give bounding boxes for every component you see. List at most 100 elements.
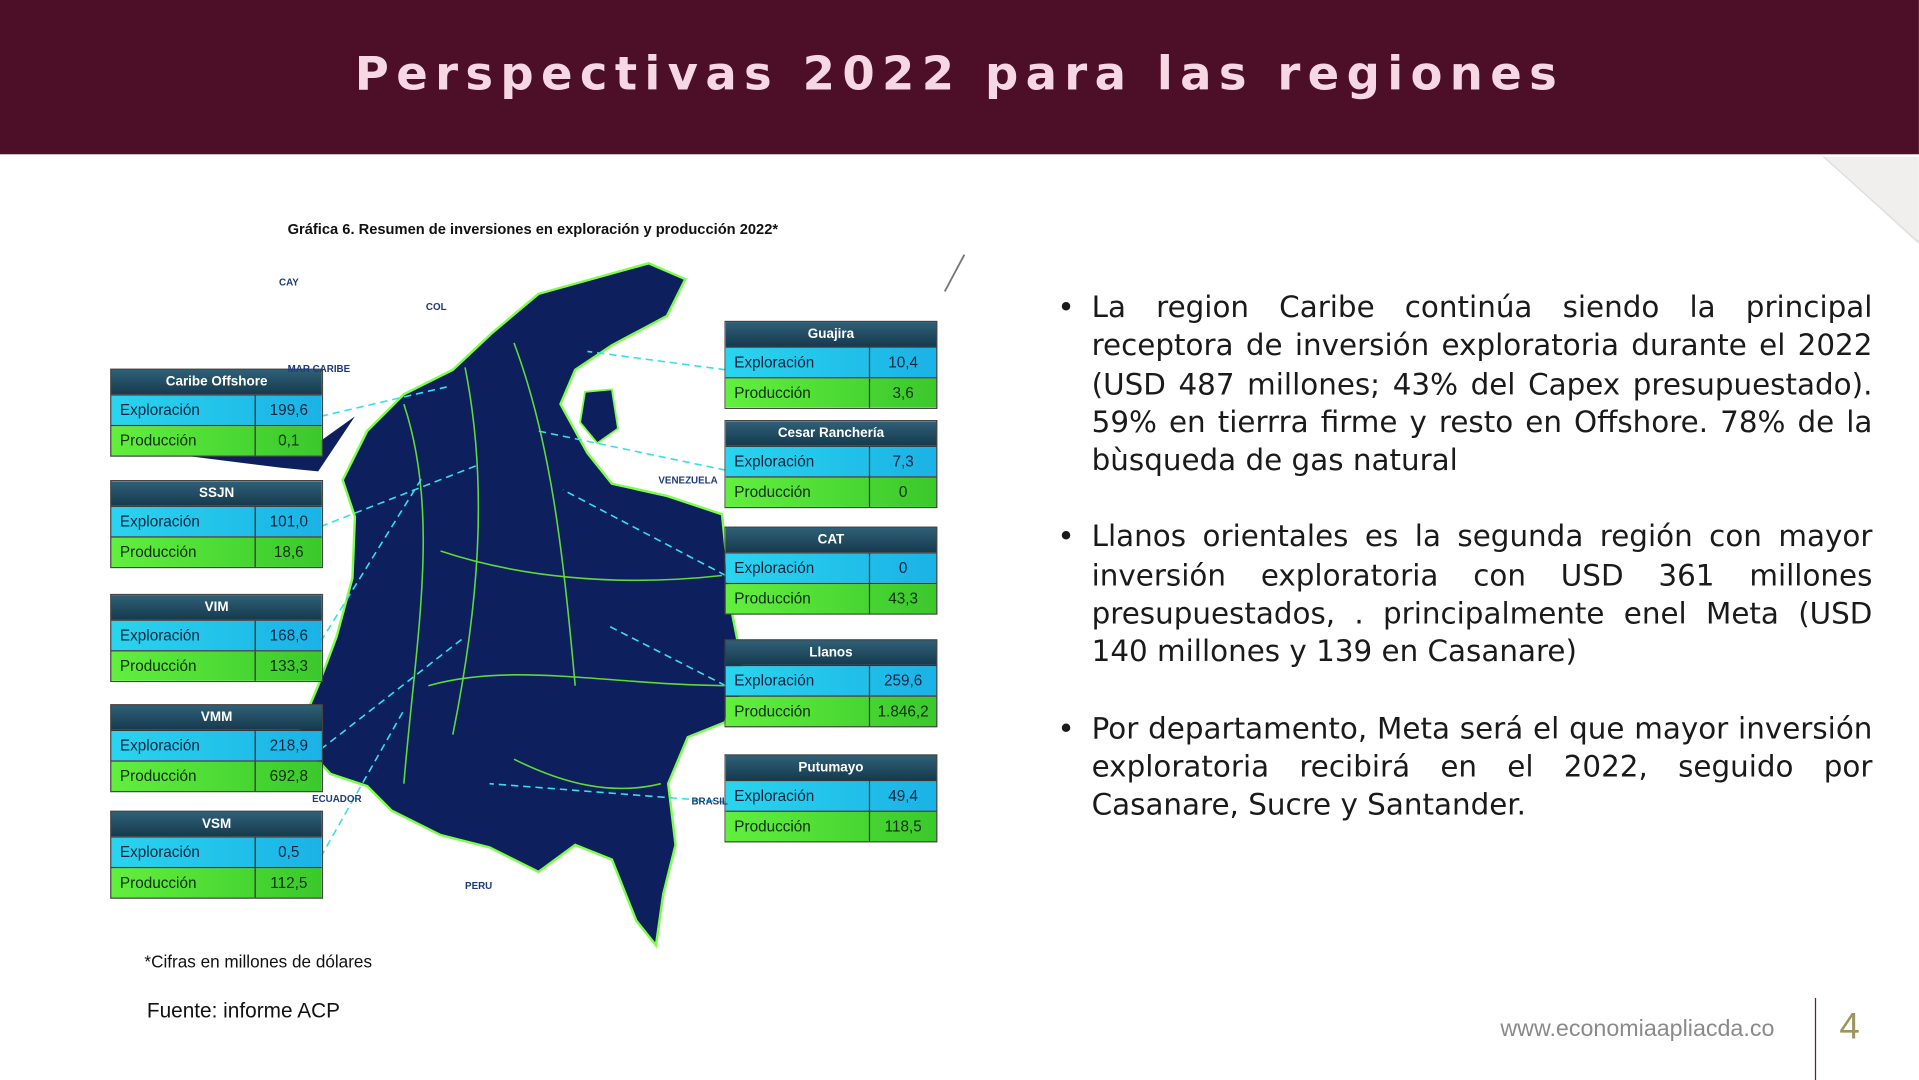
map-label: MAR CARIBE <box>287 363 351 375</box>
row-value: 692,8 <box>269 767 308 785</box>
map-label: BRASIL <box>691 795 728 807</box>
figure-note: *Cifras en millones de dólares <box>144 951 373 972</box>
region-box: VIM Exploración 168,6 Producción 133,3 <box>111 595 322 681</box>
row-value: 133,3 <box>269 657 308 675</box>
map-label: CAY <box>279 276 299 288</box>
region-row: Producción 133,3 <box>111 650 322 681</box>
row-value: 0 <box>898 483 908 501</box>
row-label: Exploración <box>111 506 256 537</box>
region-box: Guajira Exploración 10,4 Producción 3,6 <box>725 322 937 408</box>
region-row: Producción 692,8 <box>111 760 322 792</box>
region-row: Exploración 0,5 <box>111 836 322 867</box>
region-row: Producción 112,5 <box>111 866 322 898</box>
row-label: Producción <box>726 477 871 507</box>
region-name: Guajira <box>725 322 937 347</box>
row-label: Producción <box>111 761 256 792</box>
bullet: La region Caribe continúa siendo la prin… <box>1055 289 1872 481</box>
row-value: 199,6 <box>269 401 308 419</box>
region-name: SSJN <box>111 481 322 506</box>
region-box: SSJN Exploración 101,0 Producción 18,6 <box>111 481 322 567</box>
row-value: 49,4 <box>888 787 919 805</box>
row-value: 218,9 <box>269 737 308 755</box>
row-value: 0,1 <box>278 432 300 450</box>
region-name: Caribe Offshore <box>111 369 322 395</box>
row-label: Exploración <box>111 731 256 761</box>
row-label: Exploración <box>726 446 871 477</box>
row-label: Producción <box>726 378 871 408</box>
region-box: VMM Exploración 218,9 Producción 692,8 <box>111 705 322 792</box>
figure-title: Gráfica 6. Resumen de inversiones en exp… <box>287 220 779 238</box>
row-label: Exploración <box>111 395 256 425</box>
region-row: Producción 1.846,2 <box>725 695 937 727</box>
row-label: Producción <box>111 426 256 456</box>
row-value: 3,6 <box>892 384 914 402</box>
region-name: VMM <box>111 705 322 730</box>
map-label: ECUADOR <box>312 793 362 805</box>
region-row: Exploración 49,4 <box>725 780 937 811</box>
region-row: Exploración 10,4 <box>725 346 937 378</box>
row-label: Producción <box>726 584 871 614</box>
row-label: Exploración <box>726 781 871 811</box>
row-value: 101,0 <box>269 513 308 531</box>
row-value: 43,3 <box>888 590 919 608</box>
page-number: 4 <box>1839 1006 1860 1047</box>
region-box: Putumayo Exploración 49,4 Producción 118,5 <box>725 755 937 842</box>
region-row: Exploración 7,3 <box>725 445 937 477</box>
title: Perspectivas 2022 para las regiones <box>354 46 1565 101</box>
divider <box>1814 997 1817 1080</box>
region-row: Exploración 168,6 <box>111 619 322 651</box>
region-box: Caribe Offshore Exploración 199,6 Producció… <box>111 369 322 456</box>
row-value: 10,4 <box>888 353 919 372</box>
row-value: 112,5 <box>270 874 308 892</box>
row-label: Exploración <box>726 347 871 378</box>
region-row: Exploración 199,6 <box>111 394 322 425</box>
region-row: Exploración 218,9 <box>111 729 322 761</box>
row-value: 0 <box>898 559 908 577</box>
bullet-list: La region Caribe continúa siendo la prin… <box>1055 289 1872 863</box>
region-row: Producción 43,3 <box>725 582 937 614</box>
row-value: 18,6 <box>273 543 304 561</box>
row-label: Exploración <box>111 837 256 867</box>
map-label: COL <box>425 301 447 313</box>
region-row: Exploración 259,6 <box>725 664 937 696</box>
header: Perspectivas 2022 para las regiones <box>0 0 1919 155</box>
website: www.economiaapliacda.co <box>1500 1016 1775 1043</box>
region-name: VIM <box>111 595 322 620</box>
region-name: Cesar Ranchería <box>725 421 937 446</box>
row-label: Producción <box>726 696 871 727</box>
region-box: CAT Exploración 0 Producción 43,3 <box>725 527 937 614</box>
row-label: Producción <box>111 868 256 898</box>
row-label: Exploración <box>111 620 256 651</box>
source: Fuente: informe ACP <box>146 999 340 1023</box>
region-row: Producción 3,6 <box>725 377 937 408</box>
region-name: VSM <box>111 811 322 837</box>
region-name: Llanos <box>725 640 937 665</box>
row-value: 259,6 <box>884 672 923 690</box>
row-label: Producción <box>111 537 256 567</box>
region-row: Exploración 0 <box>725 552 937 583</box>
row-label: Exploración <box>726 666 871 696</box>
region-box: Cesar Ranchería Exploración 7,3 Producción 0 <box>725 421 937 507</box>
row-value: 118,5 <box>884 817 922 836</box>
region-row: Producción 118,5 <box>725 810 937 842</box>
bullet: Llanos orientales es la segunda región c… <box>1055 519 1872 672</box>
region-box: VSM Exploración 0,5 Producción 112,5 <box>111 811 322 898</box>
row-label: Producción <box>111 651 256 681</box>
region-row: Producción 0,1 <box>111 424 322 456</box>
row-label: Producción <box>726 811 871 842</box>
region-name: Putumayo <box>725 755 937 781</box>
row-value: 7,3 <box>892 453 914 471</box>
region-box: Llanos Exploración 259,6 Producción 1.846,2 <box>725 640 937 727</box>
map-label: PERU <box>465 880 493 892</box>
region-row: Producción 0 <box>725 476 937 507</box>
region-name: CAT <box>725 527 937 553</box>
region-row: Exploración 101,0 <box>111 505 322 537</box>
bullet: Por departamento, Meta será el que mayor… <box>1055 710 1872 825</box>
row-value: 0,5 <box>278 843 300 861</box>
map-label: VENEZUELA <box>658 475 718 487</box>
row-label: Exploración <box>726 553 871 583</box>
row-value: 1.846,2 <box>877 702 929 721</box>
